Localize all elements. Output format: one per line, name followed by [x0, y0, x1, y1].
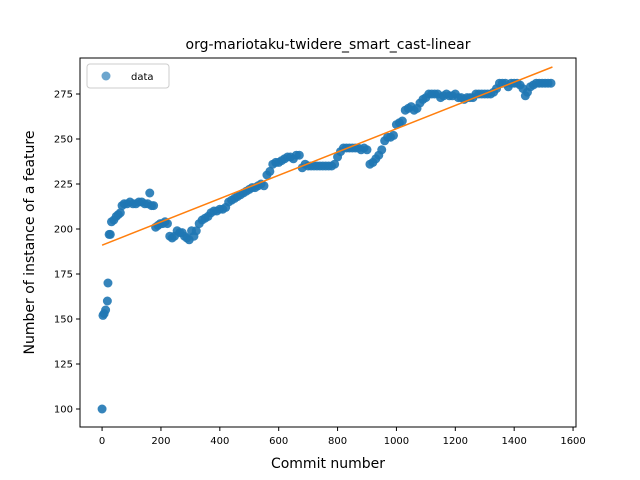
x-tick-label: 400: [210, 436, 229, 447]
y-tick-label: 250: [54, 135, 73, 146]
y-tick-label: 150: [54, 315, 73, 326]
x-tick-label: 200: [151, 436, 170, 447]
legend-marker: [101, 71, 111, 81]
data-point: [105, 229, 115, 239]
data-point: [362, 145, 372, 155]
data-point: [162, 219, 172, 229]
data-point: [294, 150, 304, 160]
data-point: [145, 188, 155, 198]
data-points: [97, 78, 556, 414]
x-tick-label: 1400: [501, 436, 526, 447]
fit-line-layer: [101, 66, 553, 246]
x-tick-label: 0: [99, 436, 105, 447]
x-tick-label: 1600: [560, 436, 585, 447]
y-axis-label: Number of instance of a feature: [22, 131, 38, 355]
y-tick-label: 100: [54, 405, 73, 416]
x-tick-label: 1200: [443, 436, 468, 447]
data-point: [102, 296, 112, 306]
legend-label: data: [131, 72, 154, 83]
data-point: [377, 145, 387, 155]
fit-line: [101, 66, 553, 246]
data-point: [97, 404, 107, 414]
y-tick-label: 225: [54, 180, 73, 191]
legend-box: [86, 63, 170, 89]
legend: data: [86, 63, 170, 89]
y-tick-label: 175: [54, 270, 73, 281]
data-point: [397, 116, 407, 126]
x-tick-label: 1000: [384, 436, 409, 447]
plot-frame: [79, 57, 577, 428]
data-point: [546, 78, 556, 88]
data-point: [191, 226, 201, 236]
data-point: [149, 201, 159, 211]
y-axis: 100 125 150 175 200 225 250 275: [54, 90, 80, 416]
x-tick-label: 600: [269, 436, 288, 447]
x-axis-label: Commit number: [271, 456, 385, 472]
x-axis: 0 200 400 600 800 1000 1200 1400 1600: [99, 427, 586, 447]
chart-title: org-mariotaku-twidere_smart_cast-linear: [186, 37, 471, 53]
data-point: [259, 181, 269, 191]
data-point: [388, 130, 398, 140]
data-point: [101, 305, 111, 315]
y-tick-label: 125: [54, 360, 73, 371]
x-tick-label: 800: [328, 436, 347, 447]
data-point: [265, 166, 275, 176]
data-point: [103, 278, 113, 288]
y-tick-label: 200: [54, 225, 73, 236]
data-point: [330, 159, 340, 169]
y-tick-label: 275: [54, 90, 73, 101]
data-point: [115, 208, 125, 218]
